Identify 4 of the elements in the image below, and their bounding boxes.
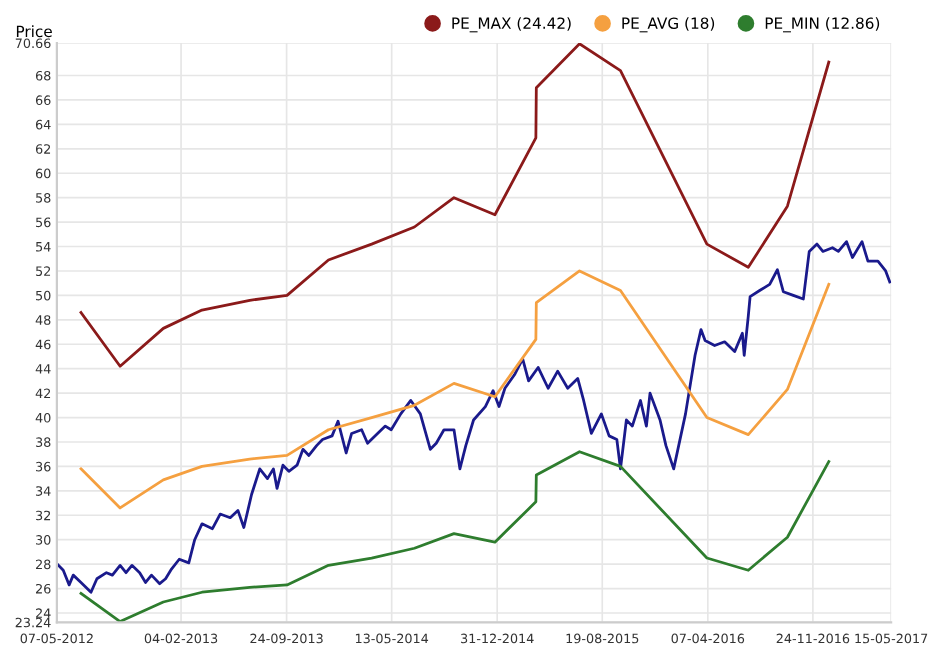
line-series xyxy=(56,240,892,594)
line-series xyxy=(79,43,831,368)
line-series xyxy=(79,450,831,623)
line-series xyxy=(79,269,831,510)
